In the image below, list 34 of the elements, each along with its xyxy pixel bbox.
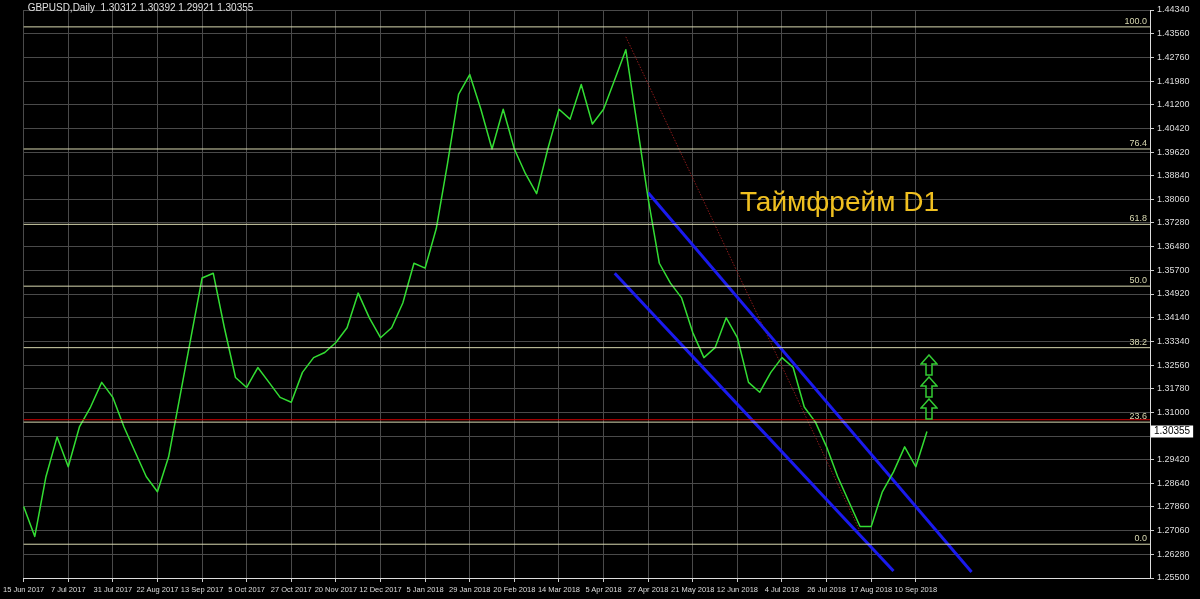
y-tick-label: 1.31780 xyxy=(1157,383,1190,394)
y-tick-label: 1.39620 xyxy=(1157,146,1190,157)
annotation: Таймфрейм D1 xyxy=(740,185,939,217)
y-tick-label: 1.40420 xyxy=(1157,122,1190,133)
chart-title: GBPUSD,Daily 1.30312 1.30392 1.29921 1.30355 xyxy=(27,1,254,13)
y-tick-label: 1.35700 xyxy=(1157,264,1190,275)
annotation: 38.2 xyxy=(1129,336,1147,347)
y-tick-label: 1.31000 xyxy=(1157,406,1190,417)
y-tick-label: 1.37280 xyxy=(1157,217,1190,228)
y-tick-label: 1.38840 xyxy=(1157,170,1190,181)
y-tick-label: 1.34920 xyxy=(1157,288,1190,299)
annotation: 100.0 xyxy=(1124,15,1147,26)
y-tick-label: 1.34140 xyxy=(1157,312,1190,322)
y-tick-label: 1.42760 xyxy=(1157,52,1190,63)
y-tick-label: 1.41980 xyxy=(1157,75,1190,86)
y-tick-label: 1.29420 xyxy=(1157,454,1190,465)
y-tick-label: 1.41200 xyxy=(1157,99,1190,110)
y-tick-label: 1.27860 xyxy=(1157,501,1190,512)
y-tick-label: 1.43560 xyxy=(1157,28,1190,38)
annotation: 76.4 xyxy=(1129,137,1147,148)
y-tick-label: 1.26280 xyxy=(1157,548,1190,559)
annotation: 0.0 xyxy=(1134,533,1147,544)
y-tick-label: 1.27060 xyxy=(1157,525,1190,536)
y-tick-label: 1.44340 xyxy=(1157,4,1190,15)
y-tick-label: 1.38060 xyxy=(1157,193,1190,204)
annotation: 50.0 xyxy=(1129,275,1147,286)
y-tick-label: 1.28640 xyxy=(1157,477,1190,488)
annotation: 61.8 xyxy=(1129,213,1147,224)
y-tick-label: 1.33340 xyxy=(1157,336,1190,347)
y-tick-label: 1.25500 xyxy=(1157,572,1190,583)
annotation: 23.6 xyxy=(1129,411,1147,422)
y-tick-label: 1.36480 xyxy=(1157,241,1190,252)
y-tick-label: 1.32560 xyxy=(1157,359,1190,370)
text: 1.30355 xyxy=(1154,425,1191,437)
